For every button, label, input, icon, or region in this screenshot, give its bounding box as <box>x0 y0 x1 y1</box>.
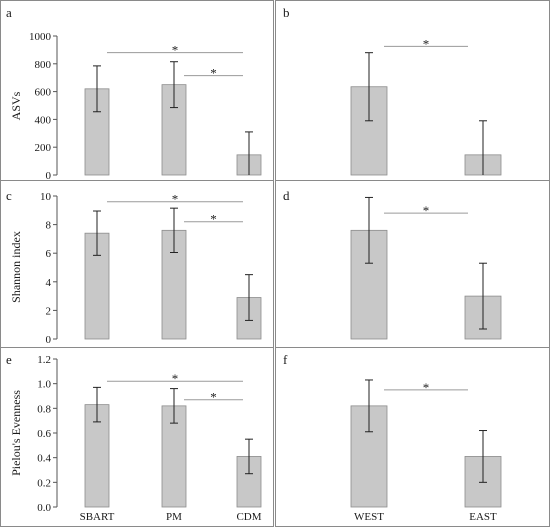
bar-e-pm <box>161 405 187 508</box>
y-tick-label-e: 0.6 <box>37 428 51 440</box>
y-tick-label-e: 1.0 <box>37 379 51 391</box>
chart-f: WEST EAST * <box>350 379 502 523</box>
y-tick-label-e: 0.2 <box>37 477 51 489</box>
y-tick-label-a: 400 <box>35 114 52 126</box>
panel-b-frame <box>275 0 550 181</box>
significance-marker-c: * <box>172 192 179 207</box>
y-tick-label-a: 0 <box>46 170 52 182</box>
panel-d-frame <box>275 180 550 348</box>
ylabel-shannon: Shannon index <box>9 231 23 303</box>
panel-f-letter: f <box>283 352 288 367</box>
significance-marker-c: * <box>210 212 217 227</box>
significance-marker-a: * <box>172 43 179 58</box>
y-tick-label-c: 0 <box>46 334 52 346</box>
significance-marker-e: * <box>210 390 217 405</box>
y-tick-label-a: 600 <box>35 87 52 99</box>
ylabel-pielou: Pielou's Evenness <box>9 390 23 476</box>
chart-b: * <box>350 36 502 176</box>
y-tick-label-c: 10 <box>40 191 52 203</box>
y-tick-label-a: 800 <box>35 59 52 71</box>
significance-marker-e: * <box>172 371 179 386</box>
panel-a-letter: a <box>6 5 12 20</box>
panel-b-letter: b <box>283 5 290 20</box>
x-tick-label-e: PM <box>166 511 182 523</box>
chart-c: 0 2 4 6 8 10 * * <box>40 191 262 346</box>
y-tick-label-e: 0.8 <box>37 403 51 415</box>
panel-e-letter: e <box>6 352 12 367</box>
significance-marker-d: * <box>423 203 430 218</box>
y-tick-label-c: 4 <box>46 277 52 289</box>
y-tick-label-e: 0.4 <box>37 453 51 465</box>
chart-a: 0 200 400 600 800 1000 * * <box>29 31 262 182</box>
y-tick-label-c: 8 <box>46 220 52 232</box>
y-tick-label-a: 1000 <box>29 31 52 43</box>
y-tick-label-e: 0.0 <box>37 502 51 514</box>
chart-e: 0.0 0.2 0.4 0.6 0.8 1.0 1.2 SBART PM CDM * * <box>37 354 261 523</box>
y-tick-label-a: 200 <box>35 142 52 154</box>
y-tick-label-c: 2 <box>46 305 52 317</box>
significance-marker-a: * <box>210 66 217 81</box>
x-tick-label-e: CDM <box>236 511 261 523</box>
x-tick-label-f: EAST <box>469 511 497 523</box>
chart-d: * <box>350 196 502 340</box>
panel-f-frame <box>275 347 550 527</box>
panel-c-letter: c <box>6 188 12 203</box>
panel-c-frame <box>0 180 274 348</box>
significance-marker-b: * <box>423 36 430 51</box>
x-tick-label-e: SBART <box>80 511 115 523</box>
x-tick-label-f: WEST <box>354 511 384 523</box>
y-tick-label-e: 1.2 <box>37 354 51 366</box>
ylabel-asvs: ASVs <box>9 91 23 120</box>
panel-d-letter: d <box>283 188 290 203</box>
significance-marker-f: * <box>423 380 430 395</box>
y-tick-label-c: 6 <box>46 248 52 260</box>
